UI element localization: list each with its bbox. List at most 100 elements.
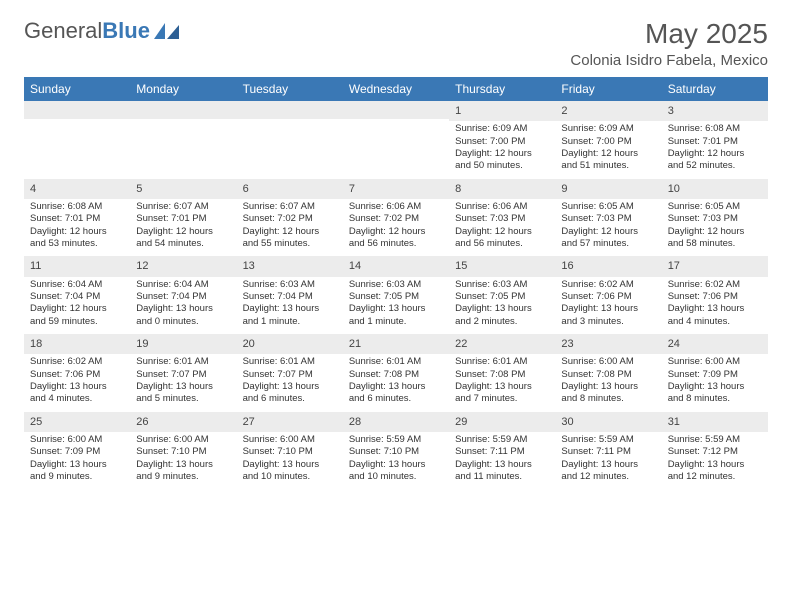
logo-text: GeneralBlue xyxy=(24,18,150,44)
day-body: Sunrise: 6:08 AMSunset: 7:01 PMDaylight:… xyxy=(662,121,768,178)
sunrise-text: Sunrise: 6:08 AM xyxy=(668,123,762,135)
sunrise-text: Sunrise: 6:01 AM xyxy=(136,356,230,368)
sunset-text: Sunset: 7:06 PM xyxy=(668,291,762,303)
sunrise-text: Sunrise: 6:00 AM xyxy=(243,434,337,446)
day-body: Sunrise: 6:02 AMSunset: 7:06 PMDaylight:… xyxy=(24,354,130,411)
sunrise-text: Sunrise: 5:59 AM xyxy=(349,434,443,446)
daylight-text: Daylight: 13 hours and 7 minutes. xyxy=(455,381,549,406)
day-cell: 9Sunrise: 6:05 AMSunset: 7:03 PMDaylight… xyxy=(555,179,661,257)
day-header: Sunday xyxy=(24,77,130,101)
header-right: May 2025 Colonia Isidro Fabela, Mexico xyxy=(570,18,768,69)
sunrise-text: Sunrise: 5:59 AM xyxy=(455,434,549,446)
day-body xyxy=(24,119,130,175)
sunset-text: Sunset: 7:03 PM xyxy=(561,213,655,225)
day-body: Sunrise: 6:04 AMSunset: 7:04 PMDaylight:… xyxy=(130,277,236,334)
day-body: Sunrise: 6:05 AMSunset: 7:03 PMDaylight:… xyxy=(555,199,661,256)
day-number xyxy=(130,101,236,119)
daylight-text: Daylight: 13 hours and 9 minutes. xyxy=(30,459,124,484)
daylight-text: Daylight: 13 hours and 6 minutes. xyxy=(349,381,443,406)
day-number: 11 xyxy=(24,256,130,276)
day-body: Sunrise: 6:05 AMSunset: 7:03 PMDaylight:… xyxy=(662,199,768,256)
daylight-text: Daylight: 13 hours and 6 minutes. xyxy=(243,381,337,406)
day-number: 28 xyxy=(343,412,449,432)
day-number: 31 xyxy=(662,412,768,432)
location-label: Colonia Isidro Fabela, Mexico xyxy=(570,52,768,69)
day-cell: 30Sunrise: 5:59 AMSunset: 7:11 PMDayligh… xyxy=(555,412,661,490)
sunset-text: Sunset: 7:12 PM xyxy=(668,446,762,458)
daylight-text: Daylight: 12 hours and 56 minutes. xyxy=(455,226,549,251)
week-row: 4Sunrise: 6:08 AMSunset: 7:01 PMDaylight… xyxy=(24,179,768,257)
day-cell xyxy=(237,101,343,179)
day-number: 21 xyxy=(343,334,449,354)
day-number: 4 xyxy=(24,179,130,199)
day-body: Sunrise: 6:00 AMSunset: 7:10 PMDaylight:… xyxy=(130,432,236,489)
day-cell: 27Sunrise: 6:00 AMSunset: 7:10 PMDayligh… xyxy=(237,412,343,490)
day-body: Sunrise: 6:01 AMSunset: 7:07 PMDaylight:… xyxy=(130,354,236,411)
sunset-text: Sunset: 7:01 PM xyxy=(136,213,230,225)
day-body: Sunrise: 6:07 AMSunset: 7:02 PMDaylight:… xyxy=(237,199,343,256)
day-number: 15 xyxy=(449,256,555,276)
day-number: 7 xyxy=(343,179,449,199)
sunrise-text: Sunrise: 6:01 AM xyxy=(243,356,337,368)
day-cell: 31Sunrise: 5:59 AMSunset: 7:12 PMDayligh… xyxy=(662,412,768,490)
weeks-container: 1Sunrise: 6:09 AMSunset: 7:00 PMDaylight… xyxy=(24,101,768,489)
daylight-text: Daylight: 13 hours and 10 minutes. xyxy=(349,459,443,484)
daylight-text: Daylight: 12 hours and 55 minutes. xyxy=(243,226,337,251)
day-header: Wednesday xyxy=(343,77,449,101)
week-row: 18Sunrise: 6:02 AMSunset: 7:06 PMDayligh… xyxy=(24,334,768,412)
day-body: Sunrise: 6:06 AMSunset: 7:02 PMDaylight:… xyxy=(343,199,449,256)
week-row: 25Sunrise: 6:00 AMSunset: 7:09 PMDayligh… xyxy=(24,412,768,490)
sunset-text: Sunset: 7:00 PM xyxy=(561,136,655,148)
sunrise-text: Sunrise: 6:04 AM xyxy=(30,279,124,291)
day-body: Sunrise: 6:00 AMSunset: 7:08 PMDaylight:… xyxy=(555,354,661,411)
sunset-text: Sunset: 7:04 PM xyxy=(30,291,124,303)
calendar-grid: Sunday Monday Tuesday Wednesday Thursday… xyxy=(24,77,768,489)
sunrise-text: Sunrise: 6:06 AM xyxy=(455,201,549,213)
daylight-text: Daylight: 13 hours and 8 minutes. xyxy=(561,381,655,406)
day-cell: 12Sunrise: 6:04 AMSunset: 7:04 PMDayligh… xyxy=(130,256,236,334)
day-number xyxy=(237,101,343,119)
sunset-text: Sunset: 7:05 PM xyxy=(349,291,443,303)
sunrise-text: Sunrise: 6:01 AM xyxy=(349,356,443,368)
day-cell xyxy=(343,101,449,179)
sunset-text: Sunset: 7:00 PM xyxy=(455,136,549,148)
day-cell: 23Sunrise: 6:00 AMSunset: 7:08 PMDayligh… xyxy=(555,334,661,412)
day-cell: 7Sunrise: 6:06 AMSunset: 7:02 PMDaylight… xyxy=(343,179,449,257)
day-header-row: Sunday Monday Tuesday Wednesday Thursday… xyxy=(24,77,768,101)
day-body xyxy=(343,119,449,175)
day-body xyxy=(237,119,343,175)
day-body: Sunrise: 6:09 AMSunset: 7:00 PMDaylight:… xyxy=(555,121,661,178)
sunrise-text: Sunrise: 6:05 AM xyxy=(668,201,762,213)
day-body: Sunrise: 6:09 AMSunset: 7:00 PMDaylight:… xyxy=(449,121,555,178)
day-cell: 14Sunrise: 6:03 AMSunset: 7:05 PMDayligh… xyxy=(343,256,449,334)
daylight-text: Daylight: 13 hours and 10 minutes. xyxy=(243,459,337,484)
day-number: 25 xyxy=(24,412,130,432)
sunset-text: Sunset: 7:08 PM xyxy=(561,369,655,381)
daylight-text: Daylight: 13 hours and 4 minutes. xyxy=(30,381,124,406)
day-number: 17 xyxy=(662,256,768,276)
sunset-text: Sunset: 7:10 PM xyxy=(136,446,230,458)
daylight-text: Daylight: 12 hours and 59 minutes. xyxy=(30,303,124,328)
sunset-text: Sunset: 7:08 PM xyxy=(455,369,549,381)
day-body: Sunrise: 6:00 AMSunset: 7:09 PMDaylight:… xyxy=(24,432,130,489)
week-row: 11Sunrise: 6:04 AMSunset: 7:04 PMDayligh… xyxy=(24,256,768,334)
day-cell: 6Sunrise: 6:07 AMSunset: 7:02 PMDaylight… xyxy=(237,179,343,257)
day-header: Friday xyxy=(555,77,661,101)
day-body: Sunrise: 6:00 AMSunset: 7:10 PMDaylight:… xyxy=(237,432,343,489)
daylight-text: Daylight: 12 hours and 53 minutes. xyxy=(30,226,124,251)
day-cell: 17Sunrise: 6:02 AMSunset: 7:06 PMDayligh… xyxy=(662,256,768,334)
sunrise-text: Sunrise: 6:07 AM xyxy=(243,201,337,213)
day-cell: 3Sunrise: 6:08 AMSunset: 7:01 PMDaylight… xyxy=(662,101,768,179)
calendar-page: GeneralBlue May 2025 Colonia Isidro Fabe… xyxy=(0,0,792,507)
day-number: 2 xyxy=(555,101,661,121)
daylight-text: Daylight: 12 hours and 54 minutes. xyxy=(136,226,230,251)
day-cell: 21Sunrise: 6:01 AMSunset: 7:08 PMDayligh… xyxy=(343,334,449,412)
day-body: Sunrise: 5:59 AMSunset: 7:11 PMDaylight:… xyxy=(449,432,555,489)
day-cell: 13Sunrise: 6:03 AMSunset: 7:04 PMDayligh… xyxy=(237,256,343,334)
day-body: Sunrise: 6:00 AMSunset: 7:09 PMDaylight:… xyxy=(662,354,768,411)
sunrise-text: Sunrise: 6:03 AM xyxy=(243,279,337,291)
daylight-text: Daylight: 12 hours and 52 minutes. xyxy=(668,148,762,173)
daylight-text: Daylight: 13 hours and 3 minutes. xyxy=(561,303,655,328)
day-body: Sunrise: 6:02 AMSunset: 7:06 PMDaylight:… xyxy=(662,277,768,334)
daylight-text: Daylight: 12 hours and 58 minutes. xyxy=(668,226,762,251)
